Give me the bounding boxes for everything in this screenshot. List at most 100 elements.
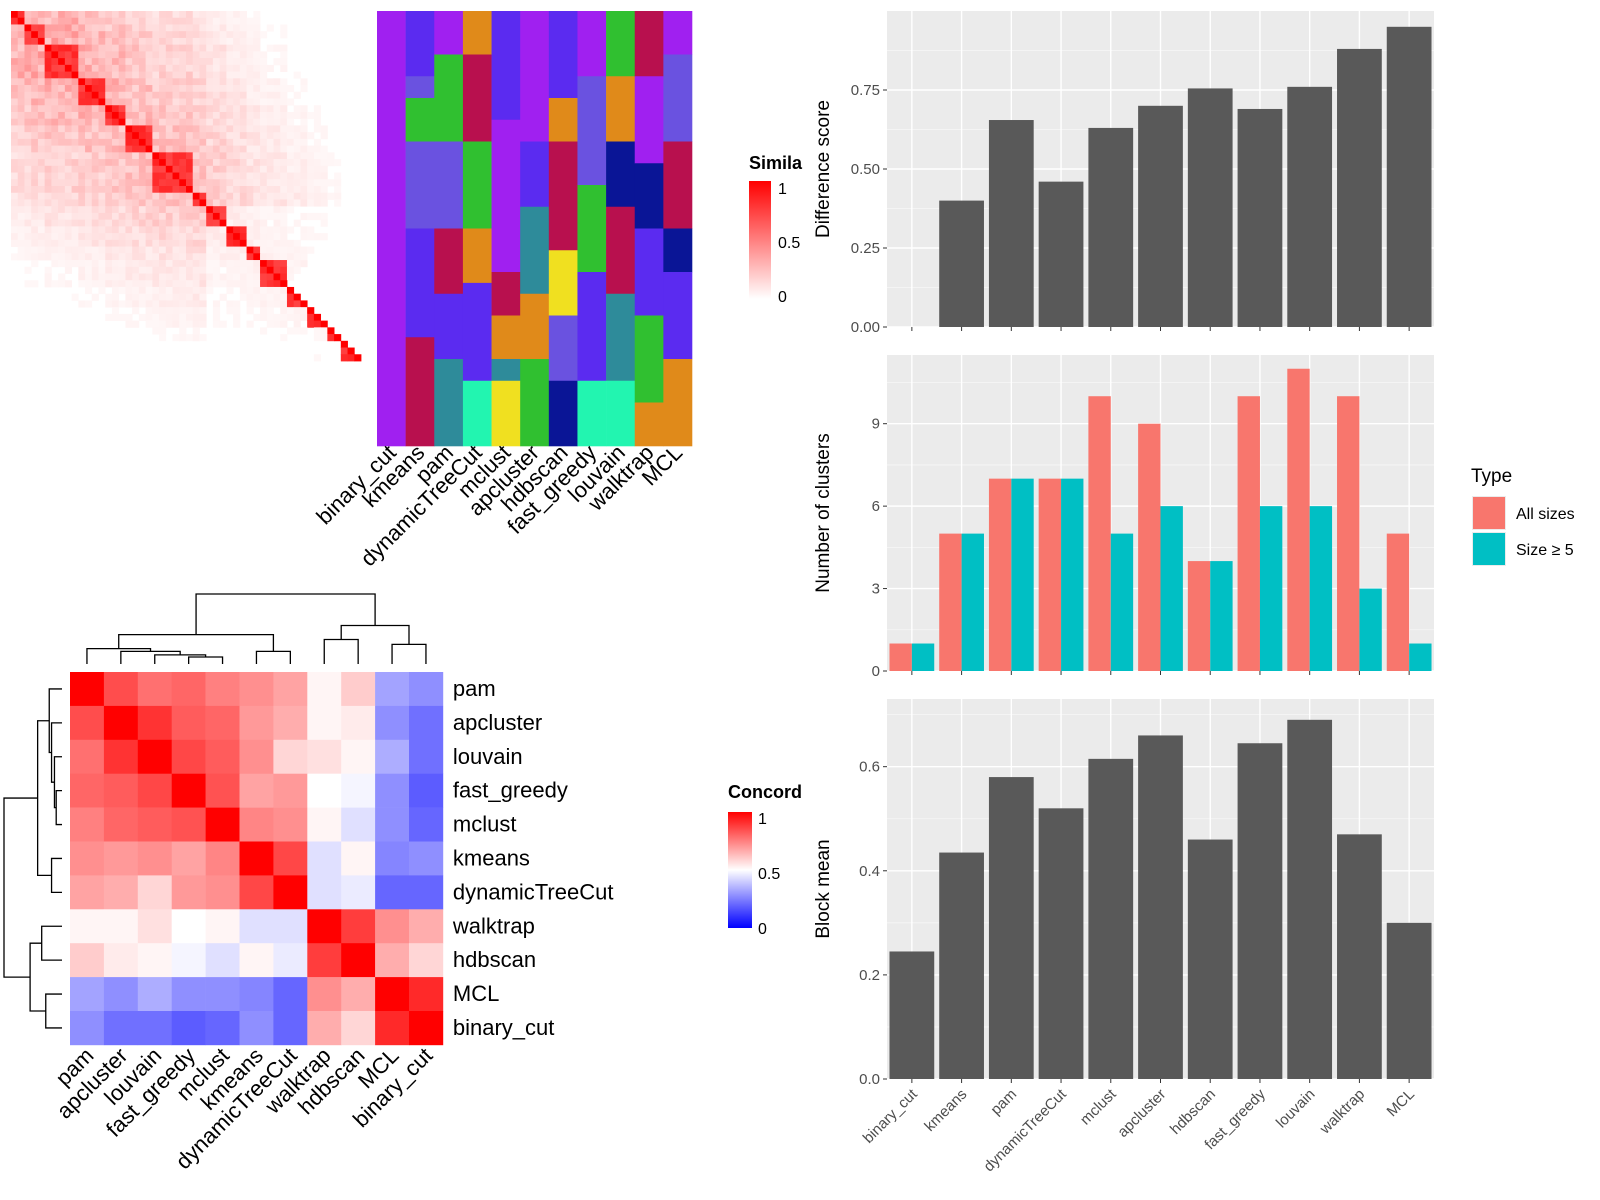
similarity-cell	[253, 132, 261, 140]
concordance-cell	[375, 739, 410, 774]
similarity-cell	[199, 17, 207, 25]
similarity-cell	[91, 118, 99, 126]
similarity-cell	[219, 206, 227, 214]
similarity-cell	[111, 105, 120, 113]
similarity-cell	[280, 186, 288, 194]
similarity-cell	[226, 71, 234, 79]
similarity-cell	[246, 172, 254, 180]
similarity-cell	[172, 320, 180, 328]
similarity-cell	[172, 98, 180, 106]
similarity-cell	[172, 31, 180, 39]
similarity-cell	[253, 253, 261, 261]
similarity-cell	[118, 192, 126, 200]
similarity-cell	[280, 98, 288, 106]
concordance-cell	[137, 943, 172, 978]
similarity-cell	[246, 286, 254, 295]
similarity-cell	[31, 172, 39, 180]
similarity-cell	[266, 186, 274, 194]
similarity-cell	[192, 145, 200, 153]
similarity-cell	[313, 165, 322, 173]
similarity-cell	[266, 132, 274, 140]
concordance-cell	[239, 807, 274, 842]
similarity-cell	[58, 58, 66, 66]
similarity-cell	[273, 280, 281, 288]
similarity-cell	[105, 273, 113, 281]
similarity-cell	[186, 58, 194, 66]
similarity-cell	[313, 152, 322, 160]
concordance-cell	[171, 773, 206, 808]
similarity-cell	[118, 253, 126, 261]
concordance-cell	[205, 943, 240, 978]
similarity-cell	[98, 266, 106, 274]
similarity-cell	[192, 64, 200, 72]
similarity-cell	[132, 300, 140, 308]
similarity-cell	[85, 118, 93, 126]
similarity-cell	[118, 266, 126, 274]
similarity-cell	[186, 51, 194, 59]
similarity-cell	[226, 111, 234, 120]
concordance-cell	[307, 773, 342, 808]
similarity-cell	[98, 145, 106, 153]
similarity-cell	[111, 219, 120, 227]
similarity-cell	[132, 320, 140, 328]
concordance-cell	[205, 977, 240, 1012]
similarity-cell	[212, 105, 221, 113]
similarity-cell	[71, 219, 79, 227]
concordance-cell	[375, 773, 410, 808]
cluster-block-MCL	[663, 359, 693, 447]
similarity-cell	[159, 300, 167, 308]
similarity-cell	[152, 239, 160, 247]
similarity-cell	[307, 111, 315, 120]
similarity-cell	[125, 24, 133, 32]
concordance-row-label-dynamicTreeCut: dynamicTreeCut	[453, 879, 614, 904]
similarity-cell	[246, 71, 254, 79]
similarity-cell	[17, 132, 25, 140]
similarity-cell	[186, 172, 194, 180]
similarity-cell	[239, 31, 247, 39]
similarity-cell	[17, 37, 25, 46]
similarity-cell	[111, 17, 120, 25]
similarity-cell	[280, 118, 288, 126]
similarity-cell	[307, 192, 315, 200]
bar-kmeans-all-sizes	[939, 533, 962, 671]
similarity-cell	[145, 159, 153, 167]
similarity-cell	[132, 111, 140, 120]
similarity-cell	[71, 125, 79, 133]
similarity-cell	[78, 172, 86, 180]
similarity-cell	[58, 132, 66, 140]
similarity-cell	[132, 85, 140, 93]
similarity-cell	[186, 179, 194, 187]
similarity-cell	[78, 37, 86, 46]
similarity-cell	[64, 266, 72, 274]
similarity-cell	[145, 71, 153, 79]
similarity-cell	[11, 172, 19, 180]
similarity-cell	[37, 64, 46, 72]
similarity-cell	[152, 24, 160, 32]
similarity-cell	[239, 111, 247, 120]
similarity-cell	[246, 159, 254, 167]
similarity-cell	[172, 152, 180, 160]
similarity-cell	[152, 111, 160, 120]
similarity-cell	[64, 138, 72, 147]
similarity-cell	[132, 132, 140, 140]
similarity-cell	[206, 98, 214, 106]
similarity-cell	[118, 145, 126, 153]
similarity-cell	[132, 233, 140, 241]
similarity-cell	[179, 145, 187, 153]
similarity-cell	[85, 226, 93, 234]
similarity-cell	[132, 105, 140, 113]
similarity-cell	[105, 313, 113, 322]
similarity-cell	[280, 64, 288, 72]
similarity-cell	[138, 172, 147, 180]
similarity-cell	[226, 98, 234, 106]
similarity-cell	[260, 78, 268, 86]
similarity-cell	[11, 152, 19, 160]
similarity-cell	[199, 31, 207, 39]
similarity-cell	[111, 138, 120, 147]
similarity-cell	[212, 91, 221, 99]
similarity-cell	[44, 233, 52, 241]
similarity-cell	[192, 31, 200, 39]
similarity-cell	[91, 17, 99, 25]
similarity-cell	[145, 51, 153, 59]
similarity-cell	[159, 186, 167, 194]
